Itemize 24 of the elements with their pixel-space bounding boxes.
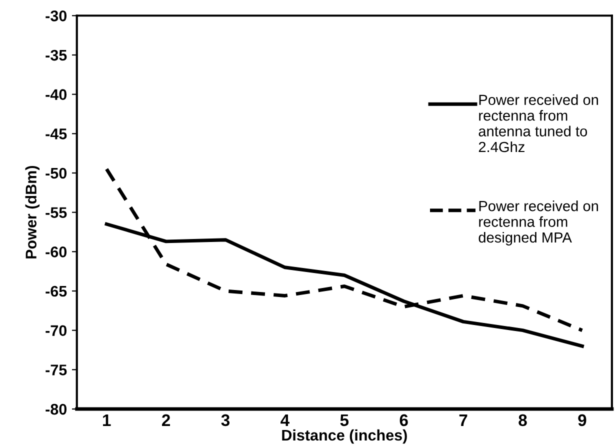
y-tick-label: -60	[46, 246, 67, 258]
y-tick-label: -55	[46, 207, 67, 218]
legend-label: Power received on rectenna from antenna tuned to 2.4Ghz	[478, 94, 598, 152]
y-tick-label: -65	[46, 286, 67, 297]
x-tick-label: 3	[221, 414, 230, 426]
y-tick-label: -40	[46, 89, 67, 100]
x-tick-label: 8	[518, 414, 527, 426]
x-tick-label: 6	[400, 414, 408, 426]
x-tick-label: 9	[578, 414, 586, 426]
x-tick-label: 2	[162, 414, 170, 426]
y-tick-label: -70	[46, 325, 67, 336]
x-axis-title: Distance (inches)	[282, 429, 407, 444]
y-tick-label: -80	[46, 404, 67, 415]
y-tick-label: -75	[46, 364, 67, 376]
y-tick-label: -50	[46, 168, 67, 179]
legend-label: Power received on rectenna from designed MPA	[478, 200, 598, 246]
x-tick-label: 4	[280, 414, 290, 426]
x-tick-label: 5	[340, 414, 349, 426]
y-axis-title: Power (dBm)	[25, 166, 40, 258]
y-tick-label: -35	[46, 50, 67, 61]
x-tick-label: 1	[103, 414, 111, 426]
y-tick-label: -45	[46, 128, 67, 140]
y-tick-label: -30	[46, 10, 67, 22]
x-tick-label: 7	[459, 414, 468, 426]
